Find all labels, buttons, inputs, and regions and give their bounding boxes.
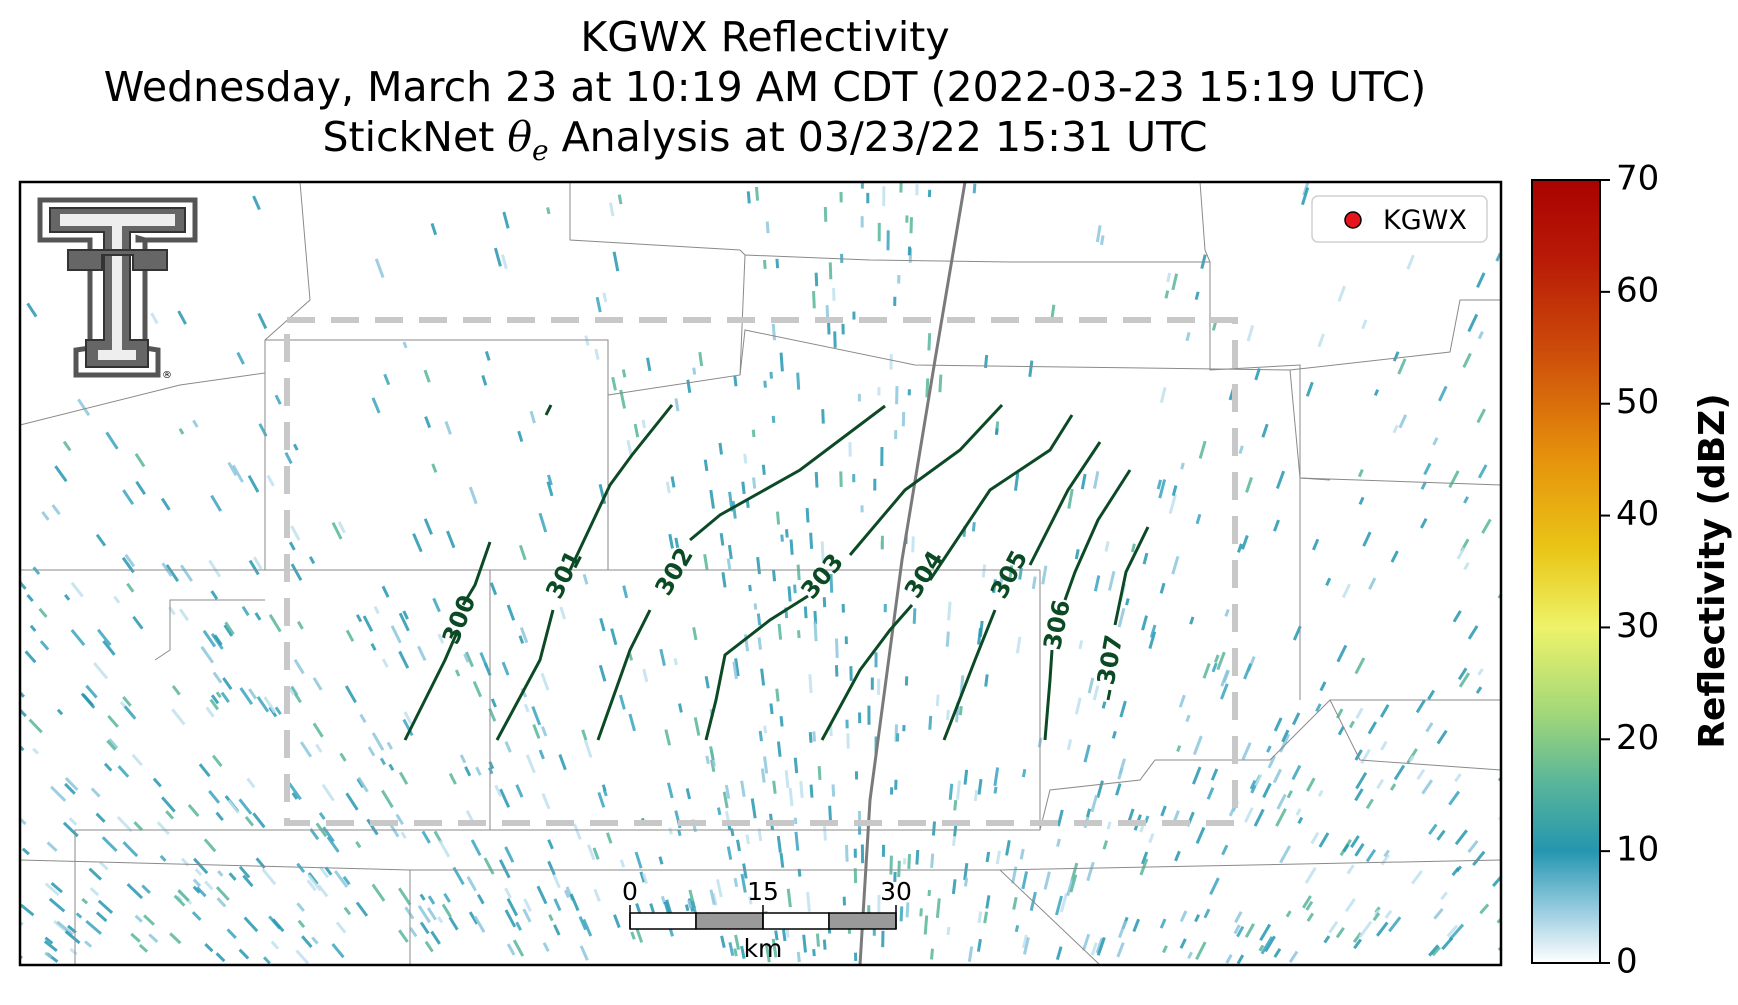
highway-line — [858, 182, 967, 965]
svg-text:®: ® — [162, 370, 172, 381]
reflectivity-field — [20, 182, 1501, 965]
colorbar-tick-label: 70 — [1616, 159, 1659, 199]
scale-bar: 0 15 30 km — [622, 877, 912, 963]
contour-302 — [596, 609, 652, 741]
contour-305 — [942, 609, 997, 741]
colorbar-tick-label: 60 — [1616, 270, 1659, 310]
contour-301 — [495, 609, 555, 741]
contour-307-upper — [1113, 526, 1150, 626]
contour-small — [544, 404, 553, 416]
colorbar-tick-label: 40 — [1616, 494, 1659, 534]
contour-306-upper — [1063, 469, 1132, 601]
colorbar-tick-label: 0 — [1616, 942, 1638, 982]
title-analysis: StickNet θe Analysis at 03/23/22 15:31 U… — [322, 113, 1208, 168]
county-boundaries — [20, 182, 1501, 965]
scale-unit: km — [744, 934, 783, 963]
figure-title: KGWX Reflectivity Wednesday, March 23 at… — [0, 12, 1530, 176]
analysis-domain-box — [284, 317, 1238, 826]
contour-302-upper — [689, 404, 886, 542]
contour-303 — [704, 594, 809, 741]
contour-304 — [820, 604, 914, 741]
texas-tech-logo-icon: ® — [37, 197, 198, 381]
contour-307 — [1106, 689, 1112, 701]
title-time: Wednesday, March 23 at 10:19 AM CDT (202… — [103, 63, 1427, 111]
theta-e-contours — [403, 403, 1150, 741]
scale-tick-15: 15 — [747, 877, 779, 906]
contour-306 — [1043, 649, 1054, 741]
colorbar: 0 10 20 30 40 50 60 70 Reflectivity (dBZ) — [1531, 159, 1733, 982]
contour-305-upper — [1028, 441, 1102, 566]
colorbar-ticks: 0 10 20 30 40 50 60 70 — [1600, 159, 1659, 982]
colorbar-label: Reflectivity (dBZ) — [1692, 393, 1733, 748]
colorbar-tick-label: 30 — [1616, 606, 1659, 646]
title-radar: KGWX Reflectivity — [580, 13, 950, 61]
scale-tick-0: 0 — [622, 877, 638, 906]
colorbar-tick-label: 10 — [1616, 830, 1659, 870]
colorbar-gradient — [1532, 180, 1600, 963]
radar-marker-icon — [1344, 211, 1362, 229]
legend: KGWX — [1311, 195, 1488, 243]
contour-300-upper — [461, 541, 492, 606]
scale-tick-30: 30 — [880, 877, 912, 906]
contour-300 — [403, 629, 460, 741]
contour-304-upper — [928, 414, 1074, 581]
contour-303-upper — [848, 403, 1004, 556]
colorbar-tick-label: 50 — [1616, 382, 1659, 422]
map-area: 300 301 302 303 304 305 306 307 ® 0 — [20, 182, 1501, 965]
colorbar-tick-label: 20 — [1616, 718, 1659, 758]
legend-label: KGWX — [1383, 205, 1467, 236]
contour-301-upper — [568, 404, 674, 571]
map-frame — [18, 180, 1503, 967]
